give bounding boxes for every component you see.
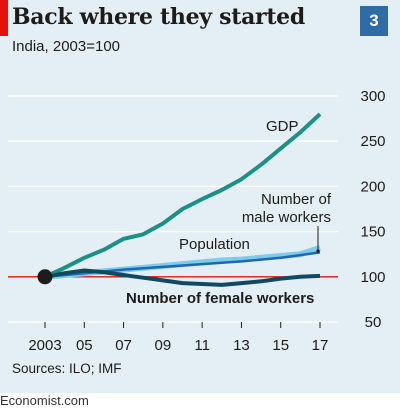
male-workers-label-line2: male workers: [242, 209, 331, 226]
population-label: Population: [179, 236, 250, 253]
x-tick-label-2009: 09: [155, 337, 172, 354]
chart-card: Back where they started India, 2003=100 …: [0, 0, 400, 393]
chart-subtitle: India, 2003=100: [12, 38, 121, 55]
x-tick-label-2005: 05: [76, 337, 93, 354]
y-tick-label-50: 50: [365, 314, 382, 331]
chart-number-badge: 3: [360, 6, 388, 36]
male-workers-label-line1: Number of: [261, 191, 332, 208]
x-tick-label-2007: 07: [115, 337, 132, 354]
annotations: GDP Number of male workers Population Nu…: [126, 118, 332, 307]
y-tick-label-300: 300: [360, 88, 385, 105]
red-tab: [0, 0, 8, 36]
female-workers-label: Number of female workers: [126, 290, 314, 307]
site-credit: Economist.com: [0, 393, 89, 408]
x-tick-label-2013: 13: [233, 337, 250, 354]
gdp-label: GDP: [266, 118, 299, 135]
x-tick-label-2017: 17: [312, 337, 329, 354]
series-lines: [44, 112, 322, 287]
origin-marker: [37, 269, 53, 285]
x-tick-label-2011: 11: [194, 337, 210, 354]
x-tick-label-2003: 2003: [28, 337, 61, 354]
y-tick-labels: 50 100 150 200 250 300: [360, 88, 385, 331]
series-gdp-line: [44, 112, 322, 279]
series-female-workers-line: [44, 268, 321, 287]
gridlines: [8, 95, 338, 323]
y-tick-label-250: 250: [360, 133, 385, 150]
y-tick-label-200: 200: [360, 178, 385, 195]
x-tick-label-2015: 15: [272, 337, 289, 354]
y-tick-label-150: 150: [360, 224, 385, 241]
x-tick-marks: [44, 322, 321, 328]
x-tick-labels: 2003 05 07 09 11 13 15 17: [28, 337, 328, 354]
source-note: Sources: ILO; IMF: [12, 361, 122, 376]
line-chart: 50 100 150 200 250 300 2003 05 07 09 11 13 15 17 GDP…: [8, 88, 386, 354]
y-tick-label-100: 100: [360, 269, 385, 286]
male-workers-leader-dot: [316, 249, 320, 253]
chart-title: Back where they started: [12, 4, 305, 30]
